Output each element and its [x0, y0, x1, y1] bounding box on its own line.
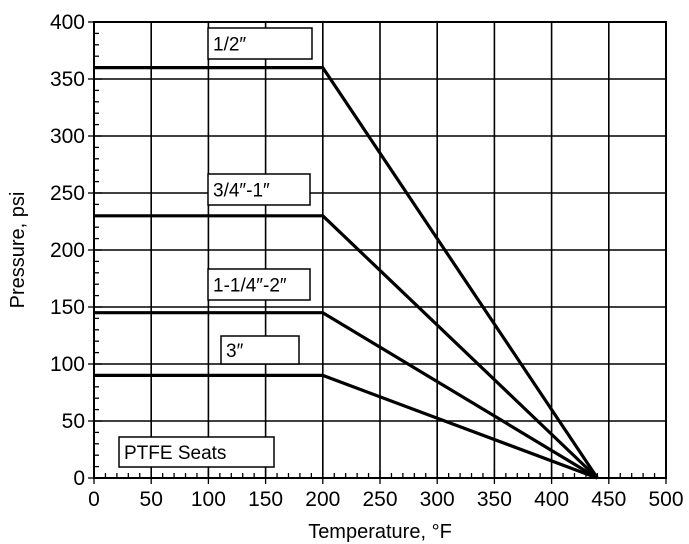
x-tick-label: 450: [591, 488, 626, 511]
y-tick-label: 400: [50, 11, 85, 34]
series-label-box: [207, 268, 311, 301]
series-label: 1/2″: [213, 35, 246, 56]
x-tick-label: 0: [88, 488, 100, 511]
x-tick-label: 200: [305, 488, 340, 511]
y-tick-label: 250: [50, 182, 85, 205]
x-tick-label: 500: [648, 488, 683, 511]
y-tick-label: 350: [50, 68, 85, 91]
series-line: [94, 311, 599, 480]
series-label-box: [220, 335, 300, 365]
series-label-box: [207, 173, 311, 206]
y-tick-label: 50: [62, 410, 85, 433]
y-tick-label: 0: [73, 467, 85, 490]
x-axis-title: Temperature, °F: [308, 521, 452, 543]
x-tick-label: 400: [534, 488, 569, 511]
x-tick-labels: 0 50 100 150 200 250 300 350 400 450 500: [88, 488, 683, 511]
series-line: [94, 214, 599, 480]
x-tick-label: 150: [248, 488, 283, 511]
annotation-label: PTFE Seats: [124, 443, 226, 464]
series-label-box: [207, 27, 313, 60]
y-tick-label: 100: [50, 353, 85, 376]
series-label: 3/4″-1″: [213, 181, 270, 202]
y-tick-label: 200: [50, 239, 85, 262]
annotation-box: [118, 436, 275, 468]
series-label: 1-1/4″-2″: [213, 276, 287, 297]
y-tick-label: 300: [50, 125, 85, 148]
series-label: 3″: [226, 341, 244, 362]
series-line: [94, 373, 598, 480]
y-tick-label: 150: [50, 296, 85, 319]
grid-lines: [94, 22, 666, 478]
annotations: PTFE Seats: [118, 436, 275, 468]
x-tick-label: 100: [191, 488, 226, 511]
x-tick-label: 350: [477, 488, 512, 511]
series-labels: 1/2″ 3/4″-1″ 1-1/4″-2″ 3″: [207, 27, 313, 365]
x-tick-label: 250: [362, 488, 397, 511]
y-tick-labels: 0 50 100 150 200 250 300 350 400: [50, 11, 85, 490]
x-tick-label: 50: [140, 488, 163, 511]
series-line: [94, 65, 599, 479]
series-lines: [94, 65, 599, 480]
plot-frame: [93, 21, 667, 479]
minor-ticks: [88, 21, 667, 484]
x-tick-label: 300: [420, 488, 455, 511]
y-axis-title: Pressure, psi: [7, 192, 29, 309]
